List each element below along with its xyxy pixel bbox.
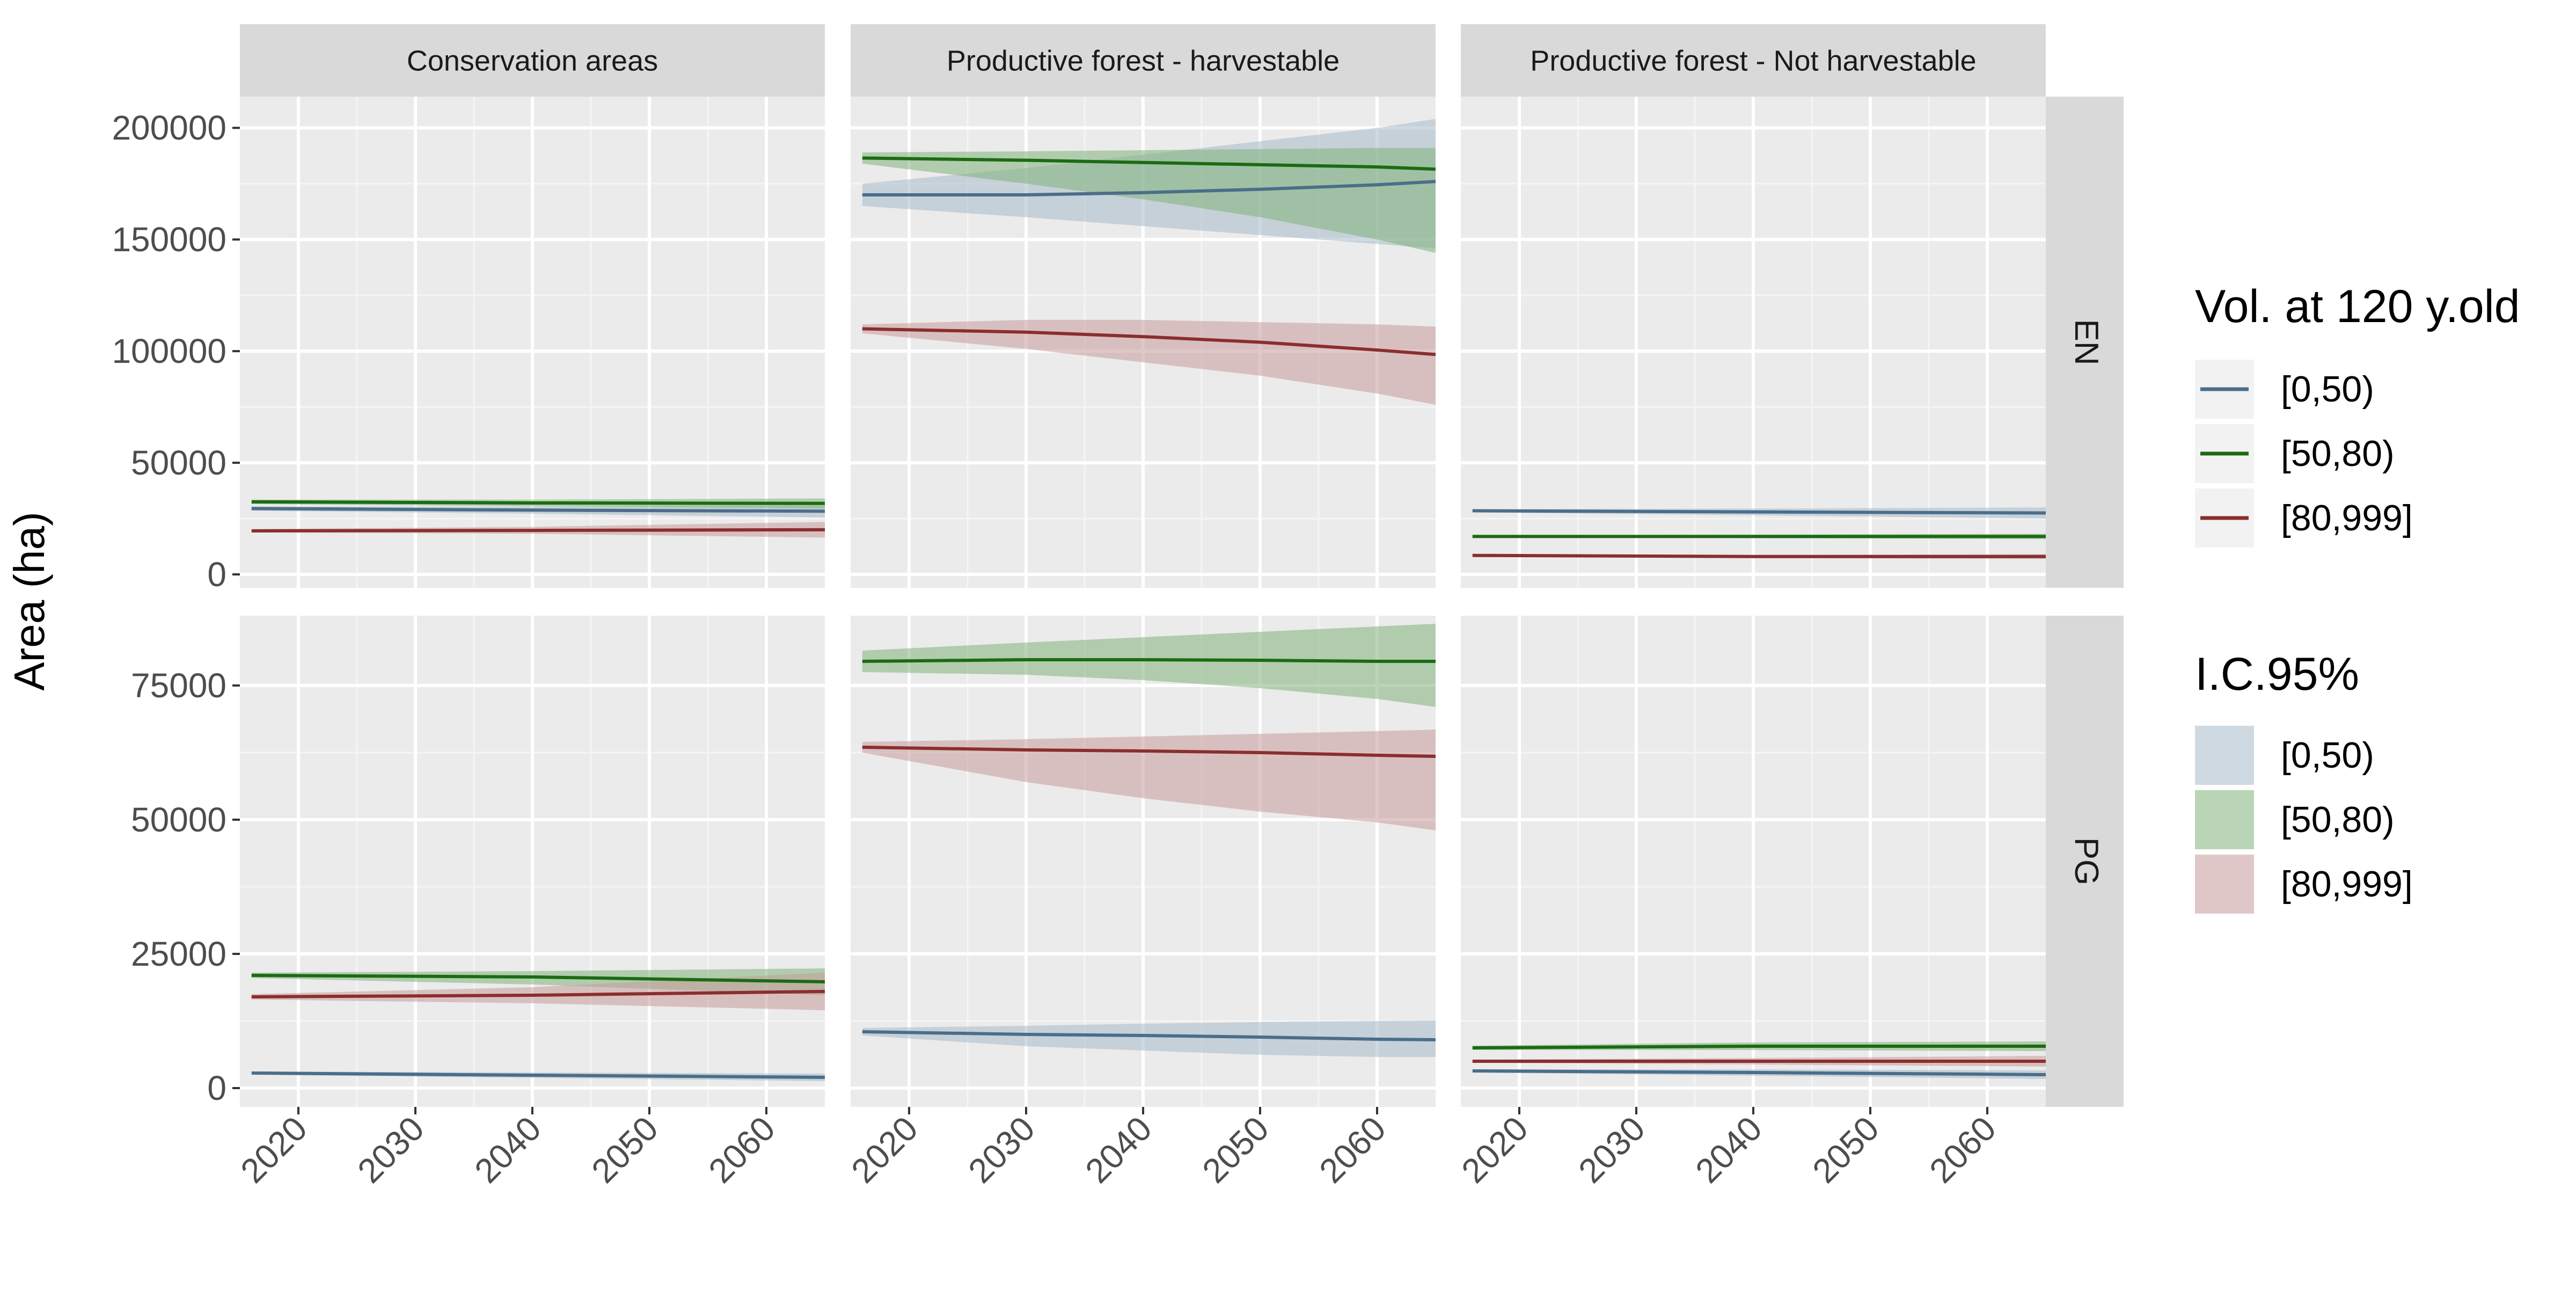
- legend-line-label: [50,80): [2281, 433, 2395, 474]
- series-line-80-999: [251, 528, 825, 533]
- series-line-0-50: [251, 1071, 825, 1079]
- legend-ci-label: [0,50): [2281, 735, 2374, 776]
- legend-ci-key-80-999: [2195, 855, 2254, 914]
- series-line-80-999: [862, 746, 1436, 758]
- x-tick-label: 2060: [1312, 1109, 1393, 1191]
- x-tick-label: 2040: [1688, 1109, 1769, 1191]
- series-line-50-80: [1472, 1045, 2046, 1049]
- y-axis-title: Area (ha): [5, 512, 53, 690]
- legend-ci-title: I.C.95%: [2195, 648, 2359, 700]
- y-tick-label: 50000: [131, 800, 226, 839]
- x-tick-label: 2030: [350, 1109, 431, 1191]
- legend-ci-key-0-50: [2195, 726, 2254, 785]
- series-line-50-80: [862, 658, 1436, 663]
- strip-label-conservation-areas: Conservation areas: [407, 45, 658, 77]
- ci-ribbon-50-80: [862, 148, 1436, 253]
- series-line-0-50: [862, 180, 1436, 196]
- y-tick-label: 75000: [131, 666, 226, 705]
- ci-ribbon-80-999: [862, 319, 1436, 405]
- x-tick-label: 2050: [1195, 1109, 1276, 1191]
- x-tick-label: 2020: [844, 1109, 925, 1191]
- legend-ci-key-50-80: [2195, 790, 2254, 849]
- legend-line-label: [0,50): [2281, 369, 2374, 410]
- y-tick-label: 25000: [131, 935, 226, 973]
- y-tick-label: 0: [207, 555, 226, 594]
- x-tick-label: 2040: [1078, 1109, 1159, 1191]
- x-tick-label: 2040: [467, 1109, 548, 1191]
- y-tick-label: 150000: [112, 220, 226, 259]
- x-tick-label: 2060: [1922, 1109, 2003, 1191]
- series-line-0-50: [251, 507, 825, 513]
- x-tick-label: 2030: [1571, 1109, 1652, 1191]
- y-tick-label: 100000: [112, 332, 226, 370]
- ci-ribbon-50-80: [862, 624, 1436, 707]
- strip-label-productive-forest-not-harvestable: Productive forest - Not harvestable: [1530, 45, 1976, 77]
- x-tick-label: 2050: [584, 1109, 665, 1191]
- y-tick-label: 200000: [112, 108, 226, 147]
- legend-lines-title: Vol. at 120 y.old: [2195, 281, 2520, 332]
- series-line-0-50: [1472, 1069, 2046, 1076]
- series-line-50-80: [251, 974, 825, 983]
- strip-productive-forest-not-harvestable: [1461, 24, 2046, 97]
- series-line-80-999: [251, 990, 825, 998]
- series-line-80-999: [1472, 553, 2046, 558]
- x-tick-label: 2020: [1454, 1109, 1535, 1191]
- ci-ribbon-0-50: [862, 1020, 1436, 1057]
- row-strip-label-en: EN: [2068, 319, 2105, 365]
- x-tick-label: 2030: [961, 1109, 1042, 1191]
- strip-label-productive-forest-harvestable: Productive forest - harvestable: [947, 45, 1340, 77]
- row-strip-pg: [2045, 616, 2124, 1107]
- series-line-0-50: [1472, 509, 2046, 515]
- row-strip-label-pg: PG: [2068, 837, 2105, 886]
- strip-productive-forest-harvestable: [851, 24, 1436, 97]
- legend-ci-label: [50,80): [2281, 799, 2395, 840]
- x-tick-label: 2020: [233, 1109, 314, 1191]
- ci-ribbon-80-999: [251, 973, 825, 1010]
- series-line-0-50: [862, 1030, 1436, 1041]
- y-tick-label: 0: [207, 1069, 226, 1107]
- legend-ci-label: [80,999]: [2281, 864, 2413, 905]
- x-tick-label: 2050: [1805, 1109, 1886, 1191]
- legend-line-label: [80,999]: [2281, 498, 2413, 538]
- row-strip-en: [2045, 97, 2124, 588]
- series-line-50-80: [251, 500, 825, 505]
- y-tick-label: 50000: [131, 443, 226, 482]
- series-line-50-80: [862, 156, 1436, 171]
- strip-conservation-areas: [240, 24, 825, 97]
- x-tick-label: 2060: [701, 1109, 782, 1191]
- series-line-80-999: [862, 327, 1436, 356]
